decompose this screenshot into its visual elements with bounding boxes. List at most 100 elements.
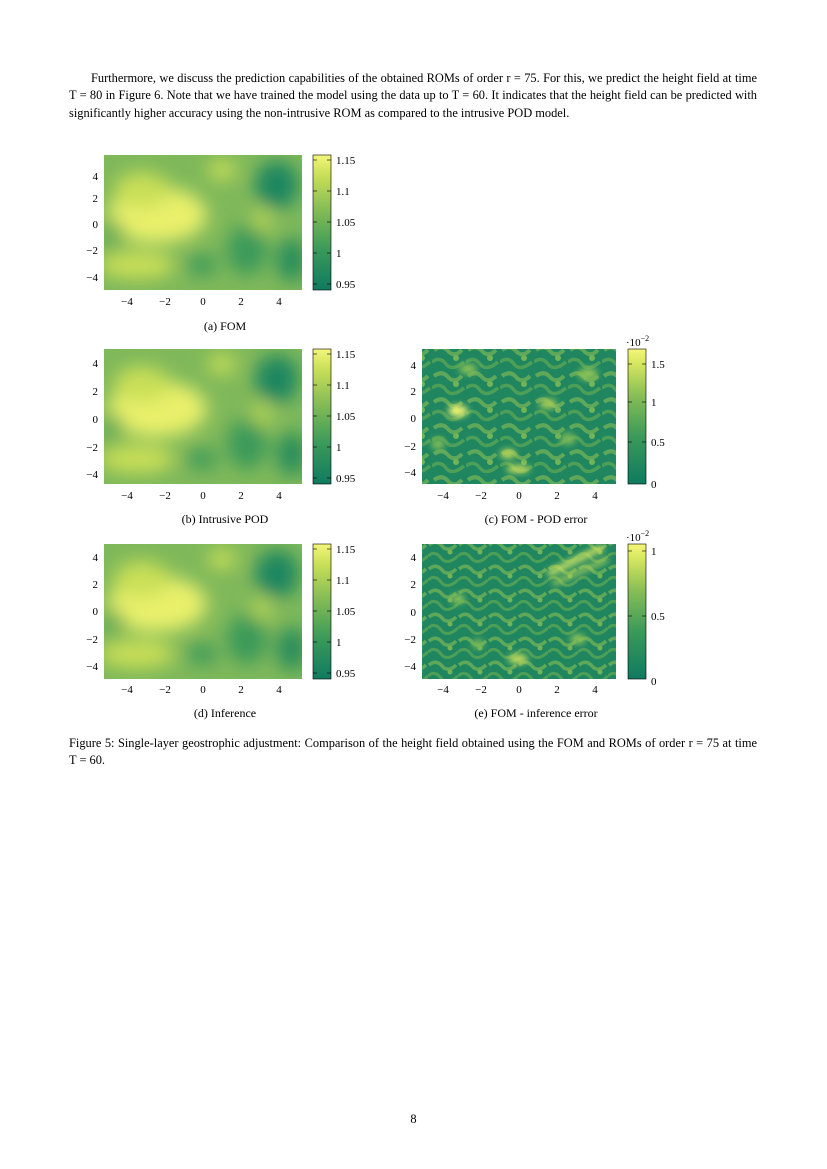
figure-caption: Figure 5: Single-layer geostrophic adjus… [69, 736, 757, 767]
x-tick-label: 0 [516, 684, 522, 696]
y-tick-label: 0 [411, 607, 417, 619]
y-tick-label: −4 [404, 467, 416, 479]
y-tick-label: −4 [86, 469, 98, 481]
x-tick-label: 0 [516, 490, 522, 502]
colorbar-tick-label: 1 [651, 397, 657, 409]
y-tick-label: −4 [86, 272, 98, 284]
colorbar [312, 348, 332, 485]
subfigure-caption: (d) Inference [193, 706, 257, 720]
colorbar-tick-label: 1.05 [336, 217, 356, 229]
colorbar-tick-label: 1.1 [336, 380, 350, 392]
y-tick-label: −4 [404, 661, 416, 673]
y-tick-label: 2 [93, 579, 99, 591]
colorbar-tick-label: 1.15 [336, 349, 356, 361]
subfigure-caption: (e) FOM - inference error [474, 706, 598, 720]
colorbar [627, 348, 647, 485]
colorbar-scale-label: ·10−2 [626, 334, 649, 349]
colorbar-tick-label: 1.15 [336, 155, 356, 167]
colorbar-tick-label: 1 [336, 637, 342, 649]
y-tick-label: 4 [93, 358, 99, 370]
heatmap-field [104, 160, 302, 282]
colorbar-tick-label: 1.1 [336, 575, 350, 587]
colorbar-tick-label: 1.5 [651, 359, 665, 371]
x-tick-label: 0 [200, 296, 206, 308]
y-tick-label: −2 [86, 634, 98, 646]
x-tick-label: −4 [437, 684, 449, 696]
intrusive-pod-plot: 4 2 0 −2 −4 −4 −2 0 2 4 1.15 1.1 1.05 1 … [86, 348, 356, 502]
panel-fom: 4 2 0 −2 −4 −4 −2 0 2 4 1.15 1.1 1.05 1 … [82, 150, 382, 320]
colorbar-tick-label: 1.05 [336, 411, 356, 423]
x-tick-label: 4 [276, 684, 282, 696]
colorbar-tick-label: 0.95 [336, 473, 356, 485]
y-tick-label: −4 [86, 661, 98, 673]
y-tick-label: 4 [411, 552, 417, 564]
x-tick-label: 2 [238, 684, 244, 696]
y-tick-label: 4 [93, 171, 99, 183]
x-tick-label: 0 [200, 490, 206, 502]
x-tick-label: 4 [276, 296, 282, 308]
x-tick-label: 4 [592, 490, 598, 502]
x-tick-label: 4 [592, 684, 598, 696]
x-tick-label: −4 [121, 490, 133, 502]
x-tick-label: −2 [159, 684, 171, 696]
fom-plot: 4 2 0 −2 −4 −4 −2 0 2 4 1.15 1.1 1.05 1 … [86, 154, 356, 308]
colorbar [312, 543, 332, 680]
x-tick-label: 2 [238, 490, 244, 502]
y-tick-label: −2 [86, 442, 98, 454]
colorbar-tick-label: 1 [336, 248, 342, 260]
y-tick-label: 2 [411, 386, 417, 398]
y-tick-label: −2 [86, 245, 98, 257]
colorbar-tick-label: 0.5 [651, 437, 665, 449]
colorbar [312, 154, 332, 291]
paragraph-text: Furthermore, we discuss the prediction c… [69, 71, 757, 120]
colorbar [627, 543, 647, 680]
y-tick-label: 0 [411, 413, 417, 425]
y-tick-label: 0 [93, 219, 99, 231]
colorbar-tick-label: 0 [651, 676, 657, 688]
colorbar-tick-label: 1.1 [336, 186, 350, 198]
x-tick-label: 2 [554, 684, 560, 696]
heatmap-field [104, 354, 302, 476]
inference-error-plot: 4 2 0 −2 −4 −4 −2 0 2 4 ·10−2 1 0.5 0 [404, 529, 665, 696]
panel-inference: 4 2 0 −2 −4 −4 −2 0 2 4 1.15 1.1 1.05 1 … [82, 539, 382, 709]
heatmap-field [104, 549, 302, 671]
colorbar-tick-label: 1.05 [336, 606, 356, 618]
y-tick-label: 2 [93, 193, 99, 205]
pod-error-plot: 4 2 0 −2 −4 −4 −2 0 2 4 ·10−2 1.5 1 0.5 … [404, 334, 665, 502]
colorbar-tick-label: 0.95 [336, 279, 356, 291]
y-tick-label: −2 [404, 634, 416, 646]
colorbar-tick-label: 0.5 [651, 611, 665, 623]
colorbar-tick-label: 0 [651, 479, 657, 491]
x-tick-label: 2 [238, 296, 244, 308]
y-tick-label: −2 [404, 441, 416, 453]
panel-pod-error: 4 2 0 −2 −4 −4 −2 0 2 4 ·10−2 1.5 1 0.5 … [398, 334, 698, 514]
colorbar-tick-label: 1 [336, 442, 342, 454]
inference-plot: 4 2 0 −2 −4 −4 −2 0 2 4 1.15 1.1 1.05 1 … [86, 543, 356, 696]
x-tick-label: −2 [475, 490, 487, 502]
heatmap-field [451, 544, 609, 664]
heatmap-field [431, 364, 598, 473]
y-tick-label: 0 [93, 414, 99, 426]
x-tick-label: −4 [437, 490, 449, 502]
subfigure-caption: (b) Intrusive POD [181, 512, 269, 526]
panel-intrusive-pod: 4 2 0 −2 −4 −4 −2 0 2 4 1.15 1.1 1.05 1 … [82, 344, 382, 514]
colorbar-tick-label: 1.15 [336, 544, 356, 556]
x-tick-label: 4 [276, 490, 282, 502]
y-tick-label: 4 [411, 360, 417, 372]
y-tick-label: 0 [93, 606, 99, 618]
colorbar-tick-label: 1 [651, 546, 657, 558]
y-tick-label: 2 [411, 579, 417, 591]
panel-inference-error: 4 2 0 −2 −4 −4 −2 0 2 4 ·10−2 1 0.5 0 [398, 529, 698, 709]
page-number: 8 [410, 1112, 417, 1126]
x-tick-label: −4 [121, 684, 133, 696]
y-tick-label: 4 [93, 552, 99, 564]
x-tick-label: 0 [200, 684, 206, 696]
subfigure-caption: (a) FOM [203, 319, 247, 333]
x-tick-label: −2 [159, 296, 171, 308]
colorbar-tick-label: 0.95 [336, 668, 356, 680]
x-tick-label: −2 [159, 490, 171, 502]
x-tick-label: −2 [475, 684, 487, 696]
body-paragraph: Furthermore, we discuss the prediction c… [69, 70, 757, 122]
colorbar-scale-label: ·10−2 [626, 529, 649, 544]
subfigure-caption: (c) FOM - POD error [484, 512, 588, 526]
